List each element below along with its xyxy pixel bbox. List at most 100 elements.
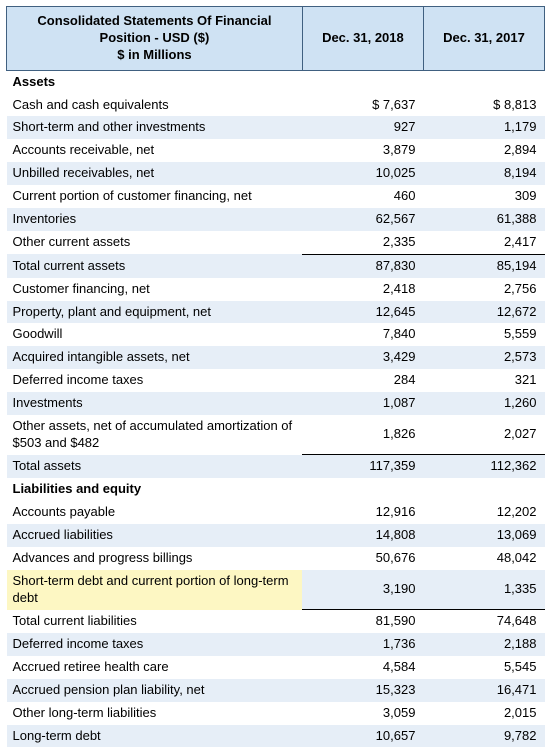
row-value-2018: 2,418	[302, 278, 423, 301]
row-value-2017: 8,194	[423, 162, 544, 185]
table-row: Other long-term liabilities3,0592,015	[7, 702, 545, 725]
row-value-2017: $ 8,813	[423, 94, 544, 117]
table-body: AssetsCash and cash equivalents$ 7,637$ …	[7, 70, 545, 747]
table-row: Other assets, net of accumulated amortiz…	[7, 415, 545, 455]
table-row: Deferred income taxes284321	[7, 369, 545, 392]
row-value-2018: 927	[302, 116, 423, 139]
header-col-1: Dec. 31, 2018	[302, 7, 423, 71]
row-value-2017: 2,188	[423, 633, 544, 656]
row-label: Liabilities and equity	[7, 478, 303, 501]
row-value-2017: 12,202	[423, 501, 544, 524]
row-label: Short-term debt and current portion of l…	[7, 570, 303, 610]
row-label: Advances and progress billings	[7, 547, 303, 570]
row-value-2017: 74,648	[423, 610, 544, 633]
table-row: Total current liabilities81,59074,648	[7, 610, 545, 633]
row-value-2018: 1,736	[302, 633, 423, 656]
row-value-2018: 62,567	[302, 208, 423, 231]
table-row: Short-term and other investments9271,179	[7, 116, 545, 139]
table-row: Advances and progress billings50,67648,0…	[7, 547, 545, 570]
row-value-2017	[423, 478, 544, 501]
row-value-2018: 3,059	[302, 702, 423, 725]
table-row: Inventories62,56761,388	[7, 208, 545, 231]
row-label: Current portion of customer financing, n…	[7, 185, 303, 208]
table-row: Accrued liabilities14,80813,069	[7, 524, 545, 547]
row-value-2018: 460	[302, 185, 423, 208]
row-value-2017: 2,027	[423, 415, 544, 455]
financial-table: Consolidated Statements Of Financial Pos…	[6, 6, 545, 747]
row-value-2017: 2,417	[423, 231, 544, 254]
row-value-2017: 2,015	[423, 702, 544, 725]
table-row: Assets	[7, 70, 545, 93]
row-label: Property, plant and equipment, net	[7, 301, 303, 324]
row-label: Total current liabilities	[7, 610, 303, 633]
table-row: Unbilled receivables, net10,0258,194	[7, 162, 545, 185]
row-value-2018: 50,676	[302, 547, 423, 570]
table-row: Investments1,0871,260	[7, 392, 545, 415]
table-row: Long-term debt10,6579,782	[7, 725, 545, 748]
row-value-2018: 10,025	[302, 162, 423, 185]
row-value-2018: 87,830	[302, 254, 423, 277]
table-row: Property, plant and equipment, net12,645…	[7, 301, 545, 324]
row-value-2018: 117,359	[302, 455, 423, 478]
table-row: Total current assets87,83085,194	[7, 254, 545, 277]
row-value-2017: 9,782	[423, 725, 544, 748]
row-value-2018: 3,190	[302, 570, 423, 610]
table-row: Deferred income taxes1,7362,188	[7, 633, 545, 656]
row-value-2018: 1,087	[302, 392, 423, 415]
row-label: Accrued liabilities	[7, 524, 303, 547]
row-label: Deferred income taxes	[7, 633, 303, 656]
row-value-2017: 16,471	[423, 679, 544, 702]
row-label: Cash and cash equivalents	[7, 94, 303, 117]
table-row: Accounts payable12,91612,202	[7, 501, 545, 524]
row-label: Total assets	[7, 455, 303, 478]
row-value-2017: 2,894	[423, 139, 544, 162]
row-value-2018: 15,323	[302, 679, 423, 702]
row-label: Acquired intangible assets, net	[7, 346, 303, 369]
row-label: Accrued retiree health care	[7, 656, 303, 679]
row-value-2018: 14,808	[302, 524, 423, 547]
row-value-2017: 1,179	[423, 116, 544, 139]
row-value-2017: 2,756	[423, 278, 544, 301]
row-label: Total current assets	[7, 254, 303, 277]
row-label: Other assets, net of accumulated amortiz…	[7, 415, 303, 455]
table-row: Acquired intangible assets, net3,4292,57…	[7, 346, 545, 369]
row-label: Deferred income taxes	[7, 369, 303, 392]
row-label: Other current assets	[7, 231, 303, 254]
row-value-2017: 12,672	[423, 301, 544, 324]
header-title-text: Consolidated Statements Of Financial Pos…	[11, 13, 298, 64]
row-value-2017: 2,573	[423, 346, 544, 369]
row-label: Unbilled receivables, net	[7, 162, 303, 185]
row-label: Short-term and other investments	[7, 116, 303, 139]
row-value-2018: 81,590	[302, 610, 423, 633]
row-value-2017: 321	[423, 369, 544, 392]
row-value-2017: 48,042	[423, 547, 544, 570]
row-value-2017: 5,545	[423, 656, 544, 679]
row-label: Accrued pension plan liability, net	[7, 679, 303, 702]
row-value-2018: 12,916	[302, 501, 423, 524]
header-col-2: Dec. 31, 2017	[423, 7, 544, 71]
table-row: Accrued pension plan liability, net15,32…	[7, 679, 545, 702]
row-value-2018: 3,429	[302, 346, 423, 369]
table-row: Short-term debt and current portion of l…	[7, 570, 545, 610]
row-label: Accounts receivable, net	[7, 139, 303, 162]
row-label: Goodwill	[7, 323, 303, 346]
table-row: Cash and cash equivalents$ 7,637$ 8,813	[7, 94, 545, 117]
table-row: Customer financing, net2,4182,756	[7, 278, 545, 301]
row-label: Customer financing, net	[7, 278, 303, 301]
row-value-2017: 13,069	[423, 524, 544, 547]
row-value-2018: 284	[302, 369, 423, 392]
row-value-2017	[423, 70, 544, 93]
row-label: Accounts payable	[7, 501, 303, 524]
row-value-2018: $ 7,637	[302, 94, 423, 117]
row-value-2017: 5,559	[423, 323, 544, 346]
table-row: Accrued retiree health care4,5845,545	[7, 656, 545, 679]
table-row: Liabilities and equity	[7, 478, 545, 501]
table-header-row: Consolidated Statements Of Financial Pos…	[7, 7, 545, 71]
row-label: Inventories	[7, 208, 303, 231]
row-value-2017: 1,260	[423, 392, 544, 415]
table-row: Current portion of customer financing, n…	[7, 185, 545, 208]
header-title: Consolidated Statements Of Financial Pos…	[7, 7, 303, 71]
row-value-2018: 4,584	[302, 656, 423, 679]
row-value-2018: 2,335	[302, 231, 423, 254]
row-value-2017: 61,388	[423, 208, 544, 231]
